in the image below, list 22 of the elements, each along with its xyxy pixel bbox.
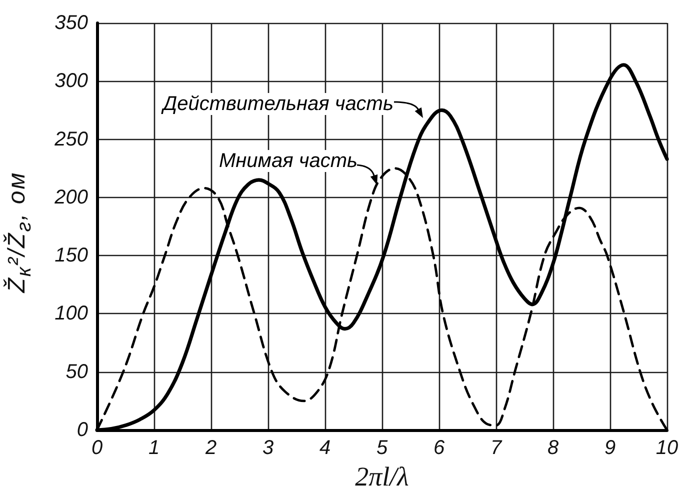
x-tick-label: 3 [262, 437, 274, 459]
x-tick-label: 6 [433, 437, 446, 459]
y-tick-label: 300 [54, 70, 88, 92]
y-tick-label: 0 [76, 419, 88, 441]
legend-label: Действительная часть [161, 93, 394, 115]
y-tick-label: 350 [54, 12, 88, 34]
x-tick-label: 7 [490, 437, 502, 459]
x-tick-label: 2 [204, 437, 217, 459]
x-axis-title: 2πl/λ [355, 461, 410, 486]
x-tick-label: 8 [547, 437, 559, 459]
x-tick-label: 9 [604, 437, 616, 459]
y-tick-label: 250 [54, 128, 88, 150]
legend-label: Мнимая часть [219, 150, 358, 172]
x-tick-label: 1 [148, 437, 160, 459]
y-tick-label: 50 [66, 360, 88, 383]
x-tick-label: 4 [319, 437, 331, 459]
y-tick-label: 100 [54, 302, 88, 325]
x-tick-label: 5 [376, 437, 388, 459]
x-tick-label: 10 [656, 437, 678, 459]
x-tick-label: 0 [91, 437, 103, 459]
y-tick-label: 200 [54, 186, 88, 208]
y-tick-label: 150 [54, 244, 88, 267]
